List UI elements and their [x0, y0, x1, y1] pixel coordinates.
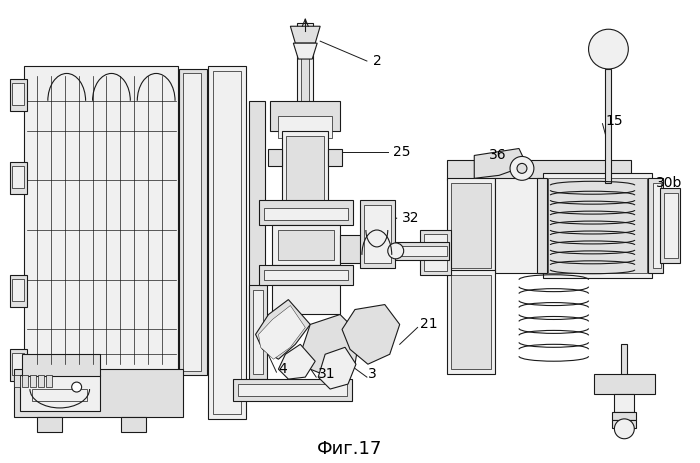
Bar	[606, 69, 611, 183]
Bar	[279, 230, 334, 260]
Text: 30b: 30b	[656, 176, 682, 190]
Circle shape	[71, 382, 82, 392]
Bar	[664, 193, 678, 258]
Bar	[615, 394, 634, 412]
Circle shape	[517, 163, 527, 173]
Bar	[594, 374, 655, 394]
Polygon shape	[342, 305, 400, 364]
Bar	[495, 178, 545, 273]
Bar	[232, 379, 352, 401]
Bar	[360, 200, 395, 268]
Bar	[301, 27, 309, 125]
Bar	[248, 101, 265, 349]
Ellipse shape	[379, 236, 397, 262]
Bar	[12, 353, 24, 375]
Polygon shape	[279, 344, 315, 379]
Polygon shape	[258, 306, 305, 359]
Bar	[282, 131, 328, 205]
Bar	[452, 275, 491, 369]
Bar	[38, 375, 44, 387]
Circle shape	[589, 29, 629, 69]
Bar	[12, 166, 24, 188]
Text: 36: 36	[489, 149, 507, 163]
Bar	[30, 375, 36, 387]
Bar	[270, 101, 340, 131]
Bar	[10, 349, 27, 381]
Bar	[46, 375, 52, 387]
Bar	[622, 344, 627, 376]
Bar	[447, 178, 495, 273]
Bar	[20, 375, 99, 411]
Bar	[263, 208, 348, 220]
Bar	[447, 160, 631, 180]
Text: 15: 15	[606, 114, 623, 128]
Bar	[37, 417, 62, 432]
Text: 4: 4	[279, 362, 287, 376]
Bar	[179, 69, 207, 375]
Bar	[328, 149, 342, 166]
Circle shape	[510, 156, 534, 180]
Text: Фиг.17: Фиг.17	[317, 440, 383, 458]
Bar	[653, 183, 661, 268]
Bar	[542, 173, 652, 278]
Bar	[253, 290, 262, 374]
Bar	[269, 149, 282, 166]
Bar	[14, 375, 20, 387]
Text: 2: 2	[373, 54, 382, 68]
Bar	[612, 420, 636, 428]
Bar	[213, 71, 241, 414]
Bar	[12, 83, 24, 105]
Polygon shape	[475, 149, 527, 178]
Text: 3: 3	[368, 367, 377, 381]
Bar	[248, 285, 267, 379]
Polygon shape	[318, 347, 356, 389]
Bar	[452, 183, 491, 268]
Bar	[10, 275, 27, 307]
Bar	[32, 389, 87, 401]
Bar	[537, 178, 547, 273]
Bar	[660, 188, 680, 263]
Bar	[14, 369, 183, 417]
Bar	[121, 417, 146, 432]
Polygon shape	[256, 300, 310, 359]
Bar	[298, 23, 313, 128]
Bar	[447, 270, 495, 374]
Bar	[612, 412, 636, 420]
Bar	[419, 230, 452, 275]
Bar	[424, 234, 447, 271]
Text: 21: 21	[419, 318, 438, 332]
Bar	[364, 205, 391, 263]
Bar	[272, 285, 340, 314]
Bar	[286, 136, 324, 200]
Circle shape	[615, 419, 634, 439]
Bar	[272, 225, 340, 265]
Bar	[395, 242, 449, 260]
Bar	[12, 279, 24, 300]
Text: 31: 31	[318, 367, 336, 381]
Bar	[22, 375, 28, 387]
Bar	[208, 66, 246, 419]
Bar	[258, 200, 353, 225]
Polygon shape	[300, 314, 360, 379]
Ellipse shape	[388, 243, 404, 259]
Text: 32: 32	[402, 211, 419, 225]
Bar	[258, 265, 353, 285]
Polygon shape	[293, 43, 317, 59]
Bar	[279, 116, 332, 138]
Text: 25: 25	[393, 145, 410, 159]
Bar	[238, 384, 347, 396]
Bar	[398, 246, 447, 256]
Bar	[648, 178, 663, 273]
Bar	[10, 163, 27, 194]
Polygon shape	[290, 26, 320, 43]
Bar	[183, 73, 201, 371]
Bar	[22, 354, 99, 376]
Bar	[24, 66, 178, 374]
Bar	[548, 178, 648, 273]
Bar	[263, 270, 348, 280]
Bar	[340, 235, 390, 263]
Bar	[10, 79, 27, 111]
